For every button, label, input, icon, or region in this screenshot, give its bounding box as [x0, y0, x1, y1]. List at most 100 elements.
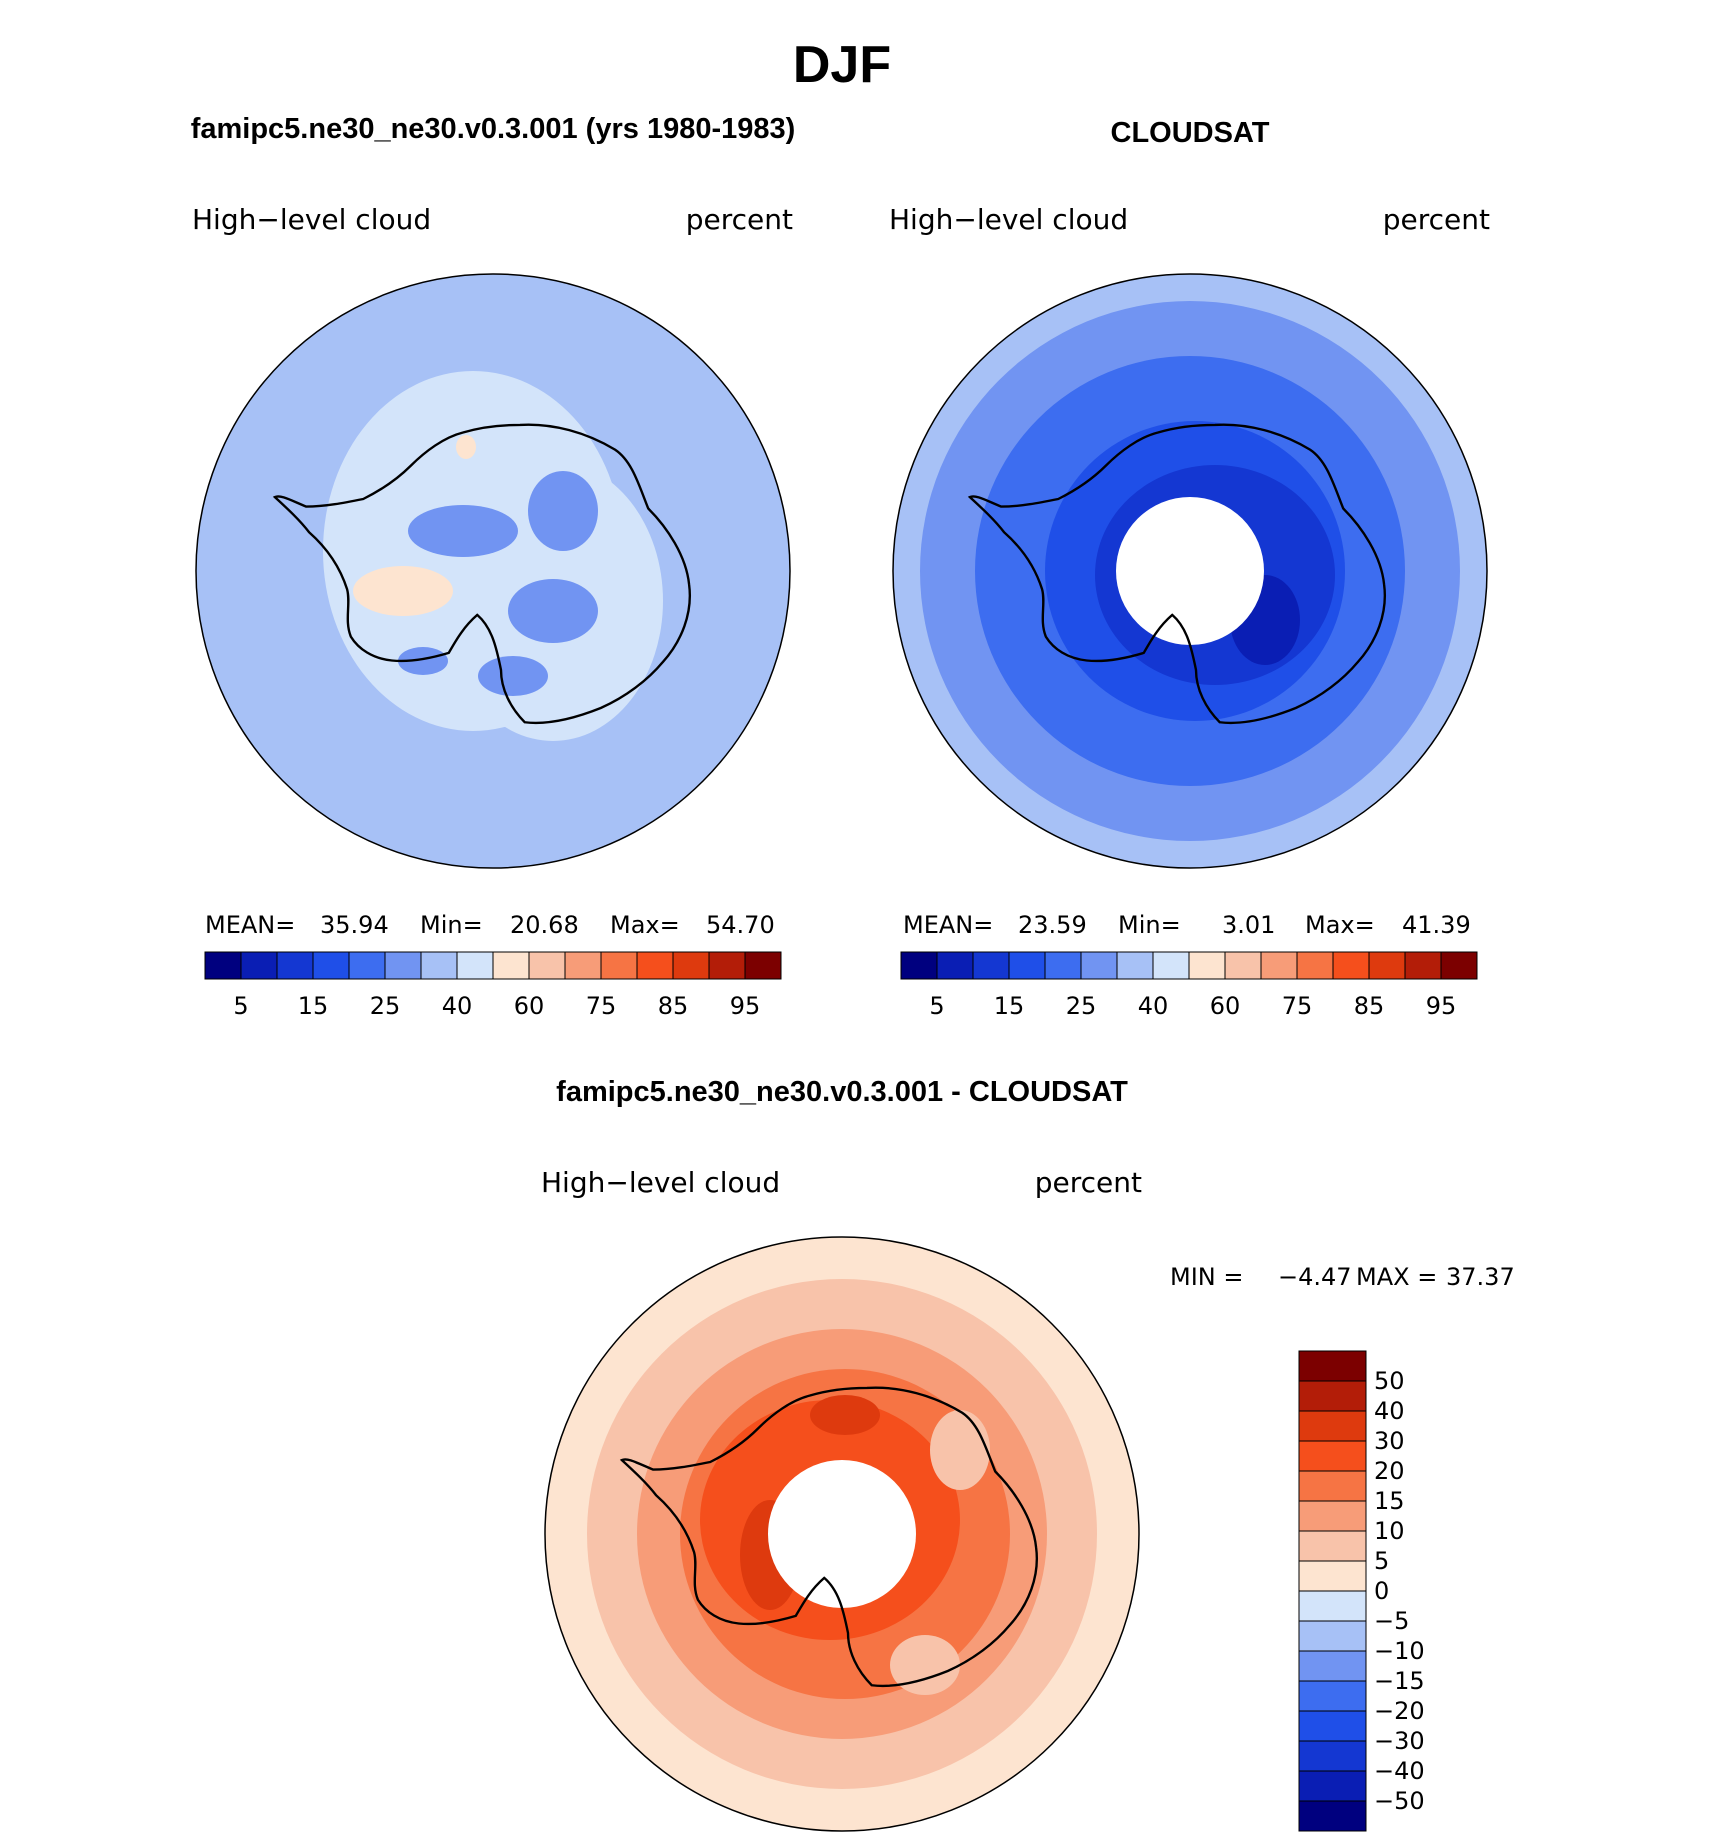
colorbar-swatch [744, 951, 782, 980]
stats-obs: MEAN= 23.59 Min= 3.01 Max= 41.39 [903, 911, 1471, 939]
colorbar-swatch [1298, 1650, 1367, 1682]
colorbar-tick-label: 60 [514, 992, 545, 1020]
colorbar-tick-label: 40 [1138, 992, 1169, 1020]
contour-model-mid-2 [528, 471, 598, 551]
colorbar-tick-label: 5 [233, 992, 248, 1020]
map-obs-frame [892, 273, 1488, 869]
colorbar-swatch [1298, 1410, 1367, 1442]
colorbar-swatch [1044, 951, 1082, 980]
map-model-frame [195, 273, 791, 869]
colorbar-tick-label: 60 [1210, 992, 1241, 1020]
colorbar-swatch [708, 951, 746, 980]
colorbar-tick-label: −30 [1374, 1727, 1425, 1755]
colorbar-swatch [1404, 951, 1442, 980]
colorbar-swatch [936, 951, 974, 980]
colorbar-swatch [1298, 1740, 1367, 1772]
colorbar-swatch [1298, 1620, 1367, 1652]
colorbar-tick-label: −15 [1374, 1667, 1425, 1695]
colorbar-swatch [348, 951, 386, 980]
colorbar-swatch [384, 951, 422, 980]
stats-diff: MIN = −4.47 MAX = 37.37 [1170, 1263, 1515, 1291]
colorbar-model: 5 15 25 40 60 75 85 95 [204, 951, 782, 1020]
contour-diff-light-2 [890, 1635, 960, 1695]
colorbar-swatch [672, 951, 710, 980]
panel-model-variable-label: High−level cloud [192, 203, 431, 236]
colorbar-swatch [1440, 951, 1478, 980]
colorbar-swatch [1298, 1350, 1367, 1382]
colorbar-tick-label: −20 [1374, 1697, 1425, 1725]
colorbar-swatch [600, 951, 638, 980]
colorbar-swatch [1116, 951, 1154, 980]
colorbar-swatch [240, 951, 278, 980]
colorbar-tick-label: 75 [1282, 992, 1313, 1020]
colorbar-swatch [564, 951, 602, 980]
panel-obs-title: CLOUDSAT [1111, 117, 1270, 149]
panel-model: famipc5.ne30_ne30.v0.3.001 (yrs 1980-198… [191, 113, 796, 1020]
colorbar-tick-label: −10 [1374, 1637, 1425, 1665]
colorbar-tick-label: 20 [1374, 1457, 1405, 1485]
colorbar-swatch [1298, 1800, 1367, 1832]
colorbar-swatch [1298, 1560, 1367, 1592]
colorbar-obs: 5 15 25 40 60 75 85 95 [900, 951, 1478, 1020]
panel-diff-variable-label: High−level cloud [541, 1166, 780, 1199]
colorbar-tick-label: −5 [1374, 1607, 1409, 1635]
colorbar-tick-label: 40 [1374, 1397, 1405, 1425]
colorbar-tick-label: 50 [1374, 1367, 1405, 1395]
contour-diff-light-1 [930, 1410, 990, 1490]
contour-model-warm-1 [353, 566, 453, 616]
colorbar-swatch [1298, 1530, 1367, 1562]
colorbar-swatch [204, 951, 242, 980]
colorbar-swatch [492, 951, 530, 980]
colorbar-swatch [972, 951, 1010, 980]
colorbar-swatch [1298, 1770, 1367, 1802]
contour-model-mid-5 [398, 647, 448, 675]
colorbar-swatch [456, 951, 494, 980]
colorbar-tick-label: 75 [586, 992, 617, 1020]
map-diff-frame [544, 1236, 1140, 1832]
colorbar-tick-label: 15 [994, 992, 1025, 1020]
colorbar-swatch [1298, 1440, 1367, 1472]
colorbar-swatch [528, 951, 566, 980]
colorbar-tick-label: 95 [1426, 992, 1457, 1020]
colorbar-swatch [900, 951, 938, 980]
map-obs-no-data-region [1116, 497, 1264, 645]
colorbar-tick-label: 5 [929, 992, 944, 1020]
contour-model-warm-2 [456, 435, 476, 459]
colorbar-tick-label: 30 [1374, 1427, 1405, 1455]
colorbar-swatch [1260, 951, 1298, 980]
colorbar-swatch [420, 951, 458, 980]
colorbar-swatch [1298, 1680, 1367, 1712]
colorbar-tick-label: 40 [442, 992, 473, 1020]
panel-obs-units-label: percent [1383, 203, 1490, 236]
contour-model-mid-4 [478, 656, 548, 696]
colorbar-swatch [1368, 951, 1406, 980]
colorbar-swatch [1008, 951, 1046, 980]
colorbar-tick-label: −40 [1374, 1757, 1425, 1785]
colorbar-swatch [312, 951, 350, 980]
map-diff-no-data-region [768, 1460, 916, 1608]
colorbar-tick-label: 25 [1066, 992, 1097, 1020]
colorbar-tick-label: 15 [1374, 1487, 1405, 1515]
panel-obs: CLOUDSAT High−level cloud percent MEAN= … [889, 117, 1490, 1020]
panel-diff-units-label: percent [1035, 1166, 1142, 1199]
colorbar-swatch [1298, 1470, 1367, 1502]
colorbar-swatch [1152, 951, 1190, 980]
contour-diff-dark-2 [810, 1395, 880, 1435]
colorbar-swatch [1080, 951, 1118, 980]
colorbar-swatch [276, 951, 314, 980]
colorbar-tick-label: −50 [1374, 1787, 1425, 1815]
colorbar-tick-label: 0 [1374, 1577, 1389, 1605]
colorbar-swatch [1298, 1500, 1367, 1532]
colorbar-swatch [1298, 1590, 1367, 1622]
colorbar-tick-label: 95 [730, 992, 761, 1020]
colorbar-tick-label: 15 [298, 992, 329, 1020]
panel-model-title: famipc5.ne30_ne30.v0.3.001 (yrs 1980-198… [191, 113, 796, 145]
colorbar-tick-label: 10 [1374, 1517, 1405, 1545]
map-diff [545, 1237, 1139, 1831]
stats-model: MEAN= 35.94 Min= 20.68 Max= 54.70 [205, 911, 775, 939]
colorbar-swatch [1298, 1380, 1367, 1412]
colorbar-swatch [1224, 951, 1262, 980]
map-obs [893, 274, 1487, 868]
